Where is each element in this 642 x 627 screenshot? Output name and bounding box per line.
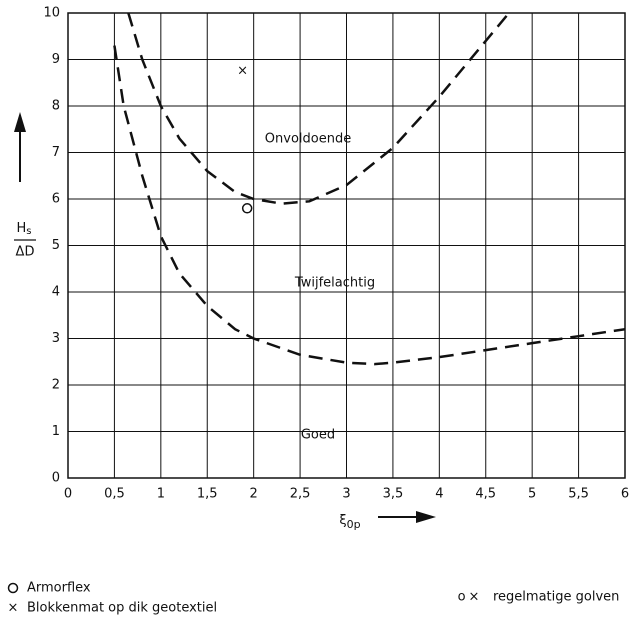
y-tick-label: 7: [52, 145, 60, 160]
x-axis-arrow: [378, 511, 436, 523]
y-tick-label: 2: [52, 378, 60, 393]
y-tick-label: 5: [52, 238, 60, 253]
x-tick-label: 0: [64, 487, 72, 502]
y-axis-label-denominator: ΔD: [16, 245, 35, 260]
x-tick-label: 5,5: [568, 487, 589, 502]
legend-marker: ×: [8, 601, 19, 616]
x-tick-label: 0,5: [104, 487, 125, 502]
y-tick-label: 4: [52, 285, 60, 300]
data-point: ×: [237, 64, 248, 79]
data-point: [241, 203, 253, 214]
y-label-subscript: s: [26, 226, 31, 237]
y-tick-label: 8: [52, 99, 60, 114]
x-tick-label: 2,5: [290, 487, 311, 502]
x-tick-label: 4,5: [475, 487, 496, 502]
x-label-subscript: 0p: [347, 518, 361, 531]
x-tick-label: 3,5: [383, 487, 404, 502]
plot-border: [67, 12, 626, 479]
x-axis-label: ξ0p: [339, 513, 360, 532]
x-tick-label: 6: [621, 487, 629, 502]
y-tick-label: 3: [52, 331, 60, 346]
x-tick-label: 2: [250, 487, 258, 502]
y-tick-label: 9: [52, 52, 60, 67]
y-tick-label: 10: [43, 6, 60, 21]
legend-label: Blokkenmat op dik geotextiel: [27, 601, 217, 616]
region-label: Goed: [301, 428, 335, 443]
x-tick-label: 1: [157, 487, 165, 502]
region-label: Twijfelachtig: [294, 276, 375, 291]
x-tick-label: 1,5: [197, 487, 218, 502]
curve: [113, 45, 625, 366]
y-tick-label: 0: [52, 471, 60, 486]
y-tick-label: 1: [52, 424, 60, 439]
x-tick-label: 5: [528, 487, 536, 502]
legend-marker: o: [7, 582, 19, 594]
x-tick-label: 3: [342, 487, 350, 502]
region-label: Onvoldoende: [265, 132, 351, 147]
legend-note-label: regelmatige golven: [493, 590, 619, 605]
y-axis-label-numerator: Hs: [17, 221, 32, 238]
x-label-symbol: ξ: [339, 513, 346, 528]
curve: [127, 13, 510, 205]
y-tick-label: 6: [52, 192, 60, 207]
y-label-symbol: H: [17, 221, 27, 236]
legend-label: Armorflex: [27, 581, 91, 596]
legend-note-markers: o×: [458, 590, 483, 605]
x-tick-label: 4: [435, 487, 443, 502]
y-axis-arrow: [14, 112, 26, 182]
